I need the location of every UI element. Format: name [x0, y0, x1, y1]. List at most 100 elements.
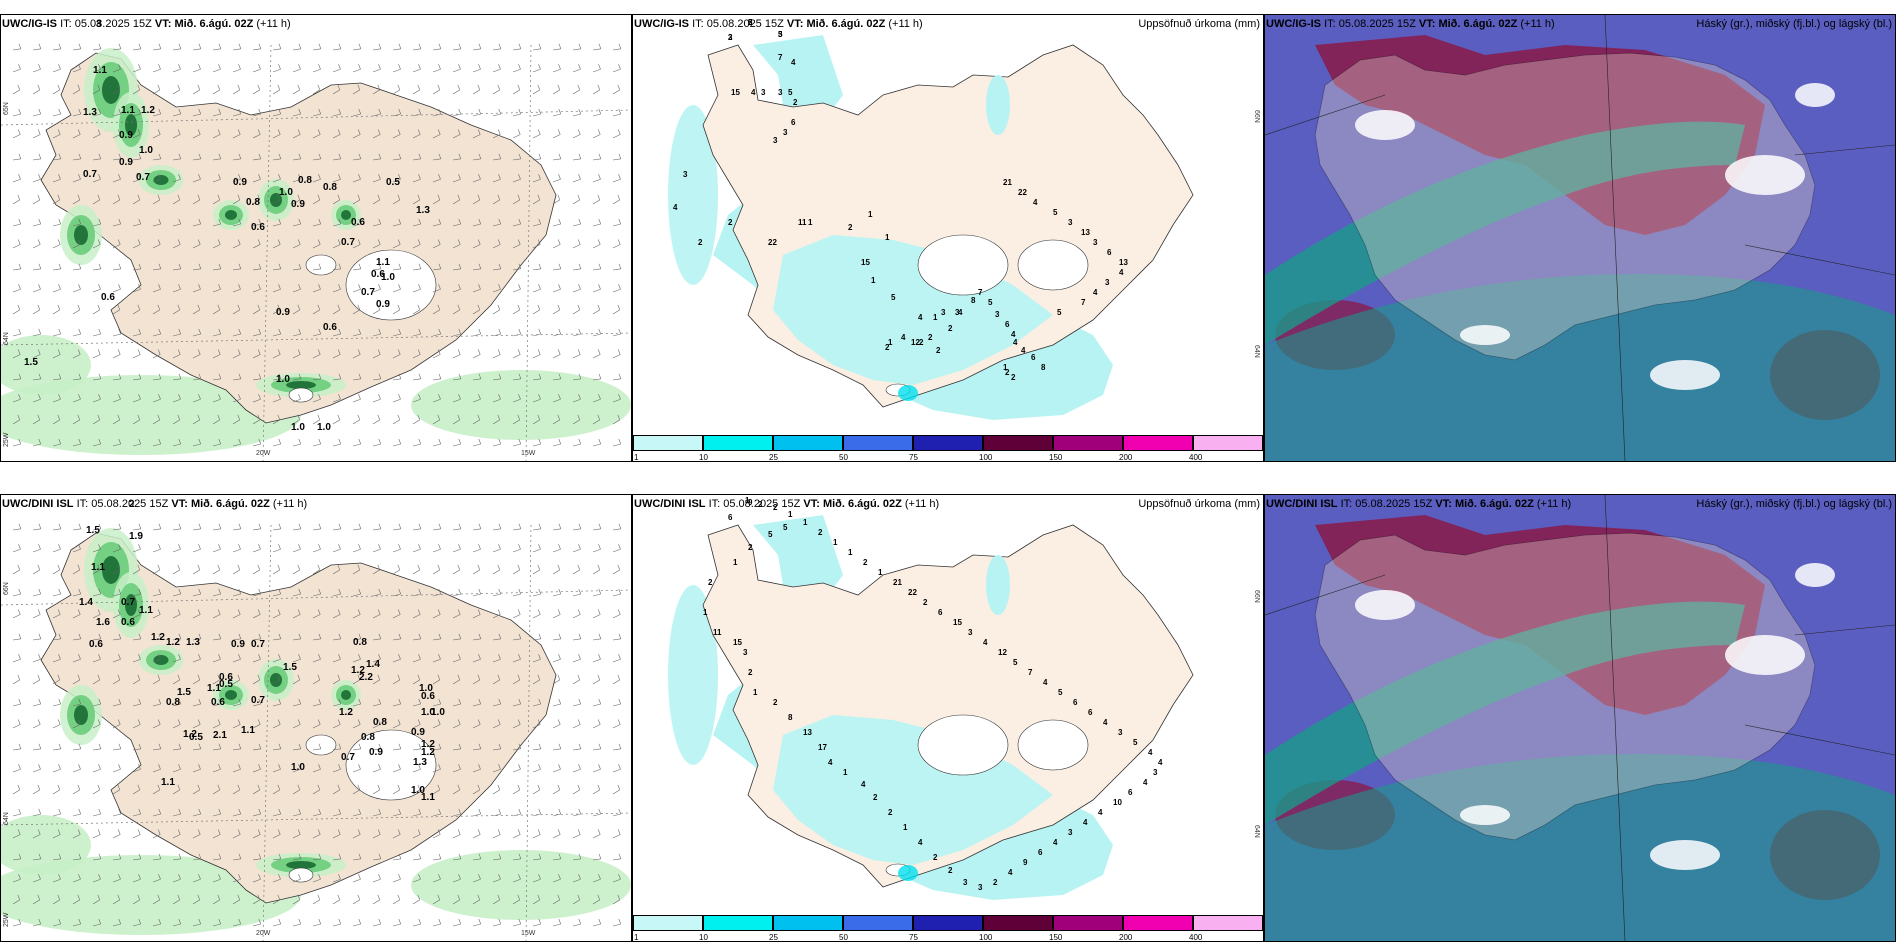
- legend-swatch: [633, 435, 703, 451]
- precip-value-label: 5: [788, 88, 793, 97]
- precip-value-label: 22: [768, 238, 777, 247]
- precip-value-label: 1: [753, 688, 758, 697]
- precip-value-label: 3: [743, 648, 748, 657]
- precip-value-label: 5: [1057, 308, 1062, 317]
- wind-value-label: 1.1: [376, 257, 390, 268]
- legend-tick-label: 50: [839, 453, 848, 462]
- precip-value-label: 21: [1003, 178, 1012, 187]
- wind-value-label: 1.0: [381, 272, 395, 283]
- wind-value-label: 1.1: [91, 562, 105, 573]
- legend-swatch: [703, 915, 773, 931]
- wind-value-label: 1.5: [283, 662, 297, 673]
- precip-value-label: 1: [1003, 363, 1008, 372]
- wind-value-label: 1.2: [151, 632, 165, 643]
- wind-value-label: 1.2: [339, 707, 353, 718]
- precip-value-label: 2: [919, 338, 924, 347]
- precip-value-label: 3: [783, 128, 788, 137]
- precip-value-label: 4: [918, 838, 923, 847]
- wind-value-label: 0.8: [323, 182, 337, 193]
- wind-value-label: 0.8: [166, 697, 180, 708]
- wind-value-label: 1.5: [86, 525, 100, 536]
- wind-value-label: 0.8: [361, 732, 375, 743]
- precip-value-label: 3: [1093, 238, 1098, 247]
- legend-swatch: [1053, 435, 1123, 451]
- precip-value-label: 1: [733, 558, 738, 567]
- legend-swatch: [773, 435, 843, 451]
- legend-tick-label: 10: [699, 933, 708, 942]
- precip-value-label: 5: [1013, 658, 1018, 667]
- wind-value-label: 1.4: [366, 659, 380, 670]
- precip-value-label: 4: [1093, 288, 1098, 297]
- wind-value-label: 0.7: [251, 639, 265, 650]
- wind-value-label: 1.2: [351, 665, 365, 676]
- precip-value-label: 13: [1081, 228, 1090, 237]
- legend-swatch: [843, 915, 913, 931]
- wind-value-label: 0.9: [411, 727, 425, 738]
- precip-value-label: 4: [1083, 818, 1088, 827]
- wind-value-label: 0.6: [211, 697, 225, 708]
- precip-value-label: 3: [963, 878, 968, 887]
- panel-title: UWC/DINI ISL IT: 05.08.2025 15Z VT: Mið.…: [1266, 498, 1572, 510]
- precip-value-label: 3: [955, 308, 960, 317]
- wind-value-label: 0.7: [341, 752, 355, 763]
- wind-value-label: 0.9: [119, 130, 133, 141]
- precip-value-label: 5: [891, 293, 896, 302]
- wind-value-label: 1.2: [166, 637, 180, 648]
- wind-value-label: 1.0: [139, 145, 153, 156]
- precip-value-label: 2: [748, 543, 753, 552]
- precip-value-label: 22: [908, 588, 917, 597]
- legend-swatch: [1123, 435, 1193, 451]
- precip-value-label: 13: [803, 728, 812, 737]
- wind-value-label: 1.4: [79, 597, 93, 608]
- precip-value-label: 21: [893, 578, 902, 587]
- wind-value-label: 1.1: [161, 777, 175, 788]
- cloud-panel-top: UWC/IG-IS IT: 05.08.2025 15Z VT: Mið. 6.…: [1264, 14, 1896, 462]
- precip-value-label: 1: [803, 518, 808, 527]
- lon-label: 15W: [521, 930, 536, 937]
- wind-value-label: 0.6: [121, 617, 135, 628]
- wind-value-label: 1.3: [416, 205, 430, 216]
- wind-value-label: 0.6: [89, 639, 103, 650]
- precip-value-label: 13: [1119, 258, 1128, 267]
- precip-value-label: 2: [993, 878, 998, 887]
- legend-tick-label: 200: [1119, 933, 1133, 942]
- cloud-map: [1265, 15, 1895, 461]
- precip-legend: 1 10 25 50 75 100 150 200 400: [633, 433, 1263, 461]
- precip-panel-top: UWC/IG-IS IT: 05.08.2025 15Z VT: Mið. 6.…: [632, 14, 1264, 462]
- wind-value-label: 0.7: [83, 169, 97, 180]
- wind-value-label: 0.6: [421, 691, 435, 702]
- precip-value-label: 10: [1113, 798, 1122, 807]
- wind-value-label: 1.2: [421, 747, 435, 758]
- precip-value-label: 1: [885, 233, 890, 242]
- precip-value-label: 1: [933, 313, 938, 322]
- precip-value-label: 5: [783, 523, 788, 532]
- precip-value-label: 12: [911, 338, 920, 347]
- wind-value-label: 1.0: [317, 422, 331, 433]
- legend-tick-label: 75: [909, 933, 918, 942]
- cloud-panel-bottom: UWC/DINI ISL IT: 05.08.2025 15Z VT: Mið.…: [1264, 494, 1896, 942]
- precip-value-label: 3: [683, 170, 688, 179]
- precip-value-label: 2: [936, 346, 941, 355]
- panel-title: UWC/DINI ISL IT: 05.08.2025 15Z VT: Mið.…: [2, 498, 308, 510]
- wind-map: 21.51.91.11.4 0.71.10.61.61.2 1.2 1.30.6 0.9…: [1, 495, 631, 941]
- precip-value-label: 1: [868, 210, 873, 219]
- wind-value-label: 1.2: [183, 729, 197, 740]
- lat-label: 66N: [1253, 590, 1260, 603]
- precip-value-label: 15: [731, 88, 740, 97]
- precip-value-label: 2: [873, 793, 878, 802]
- precip-value-label: 2: [885, 343, 890, 352]
- wind-value-label: 0.8: [373, 717, 387, 728]
- precip-value-label: 2: [773, 503, 778, 512]
- wind-value-label: 0.8: [246, 197, 260, 208]
- lat-label: 64N: [3, 812, 10, 825]
- legend-tick-label: 400: [1189, 933, 1203, 942]
- wind-value-label: 0.6: [101, 292, 115, 303]
- precip-value-label: 4: [1098, 808, 1103, 817]
- lat-label: 64N: [1253, 345, 1260, 358]
- precip-value-label: 2: [948, 324, 953, 333]
- legend-tick-label: 10: [699, 453, 708, 462]
- precip-value-label: 4: [1013, 338, 1018, 347]
- legend-swatch: [703, 435, 773, 451]
- precip-value-label: 6: [1005, 320, 1010, 329]
- precip-value-label: 3: [778, 30, 783, 39]
